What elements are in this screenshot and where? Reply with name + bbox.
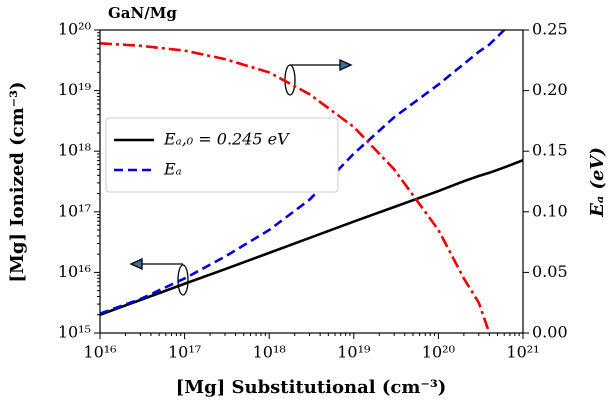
x-tick-label: 10¹⁹ bbox=[337, 343, 371, 362]
chart-title: GaN/Mg bbox=[108, 4, 177, 22]
y-tick-label: 10²⁰ bbox=[58, 20, 91, 39]
x-tick-label: 10²¹ bbox=[506, 343, 539, 362]
series-line bbox=[100, 30, 506, 315]
x-tick-label: 10¹⁶ bbox=[83, 343, 116, 362]
x-tick-label: 10²⁰ bbox=[422, 343, 455, 362]
series-line bbox=[100, 42, 491, 333]
x-axis-label: [Mg] Substitutional (cm⁻³) bbox=[176, 377, 447, 398]
y2-tick-label: 0.25 bbox=[532, 20, 568, 39]
y2-tick-label: 0.00 bbox=[532, 323, 568, 342]
y2-tick-label: 0.10 bbox=[532, 201, 568, 220]
y-tick-label: 10¹⁹ bbox=[58, 80, 92, 99]
y-axis-label: [Mg] Ionized (cm⁻³) bbox=[7, 81, 28, 282]
y-tick-label: 10¹⁵ bbox=[58, 323, 91, 342]
y-tick-label: 10¹⁶ bbox=[58, 262, 91, 281]
plot-frame bbox=[99, 29, 524, 334]
legend-label: Eₐ bbox=[163, 160, 182, 179]
legend-box bbox=[105, 117, 339, 193]
y2-tick-label: 0.05 bbox=[532, 262, 568, 281]
y-tick-label: 10¹⁸ bbox=[58, 141, 91, 160]
y2-axis-label: Eₐ (eV) bbox=[587, 147, 608, 218]
y2-tick-label: 0.15 bbox=[532, 141, 568, 160]
annotation-arrows bbox=[129, 58, 353, 296]
y-tick-label: 10¹⁷ bbox=[58, 201, 91, 220]
legend-label: Eₐ,₀ = 0.245 eV bbox=[163, 130, 290, 149]
series-line bbox=[100, 159, 523, 316]
x-tick-label: 10¹⁷ bbox=[168, 343, 201, 362]
y2-tick-label: 0.20 bbox=[532, 80, 568, 99]
x-tick-label: 10¹⁸ bbox=[253, 343, 286, 362]
